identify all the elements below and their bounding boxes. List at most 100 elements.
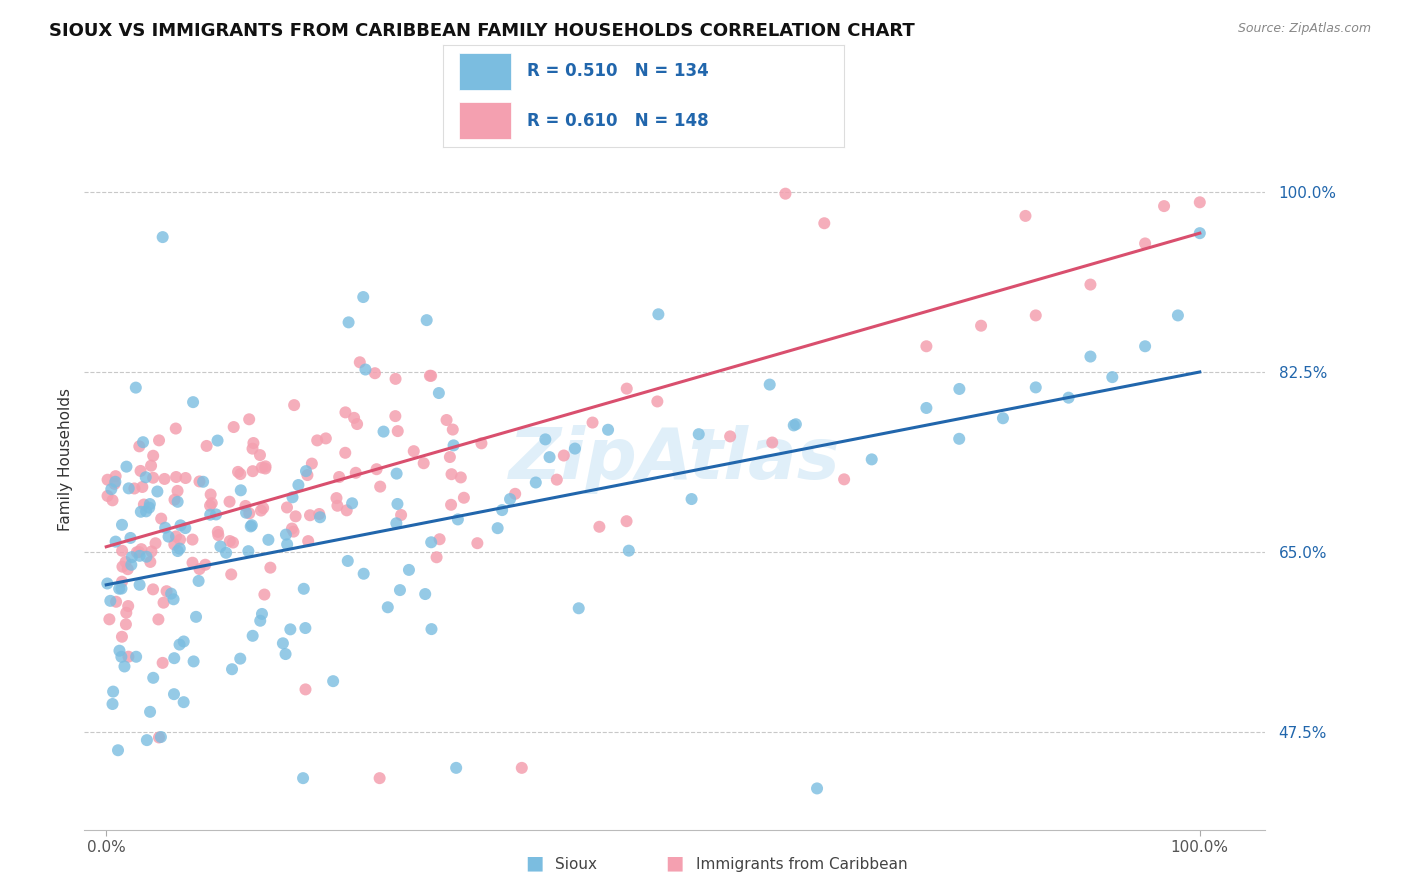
Point <box>284 509 307 524</box>
Point <box>150 511 173 525</box>
Point <box>250 607 273 621</box>
Point <box>274 527 297 541</box>
Point <box>1014 209 1036 223</box>
Point <box>647 394 669 409</box>
Point <box>775 186 797 201</box>
Point <box>169 638 191 652</box>
Point <box>1167 309 1189 323</box>
Point <box>131 480 153 494</box>
Point <box>281 522 304 536</box>
Point <box>173 695 195 709</box>
Point <box>322 674 344 689</box>
Point <box>783 418 806 433</box>
Point <box>148 434 170 448</box>
Point <box>373 425 395 439</box>
Point <box>153 521 176 535</box>
Point <box>470 436 492 450</box>
Point <box>813 216 835 230</box>
Point <box>152 656 174 670</box>
Point <box>183 655 205 669</box>
Point <box>101 493 124 508</box>
Point <box>364 366 387 380</box>
Point <box>218 494 240 508</box>
Point <box>389 508 412 522</box>
Point <box>124 482 146 496</box>
Point <box>491 503 513 517</box>
Point <box>218 534 240 549</box>
Point <box>336 554 359 568</box>
Point <box>353 566 375 581</box>
Point <box>387 424 409 438</box>
Point <box>298 508 321 523</box>
Point <box>616 382 638 396</box>
Point <box>155 584 177 599</box>
Point <box>229 467 252 481</box>
Point <box>546 473 568 487</box>
Point <box>181 556 204 570</box>
Point <box>142 582 165 597</box>
Point <box>1057 391 1080 405</box>
Point <box>915 339 938 353</box>
Point <box>785 417 807 432</box>
Point <box>581 416 603 430</box>
Point <box>166 483 188 498</box>
Point <box>426 550 449 565</box>
Point <box>287 478 309 492</box>
Point <box>226 465 249 479</box>
Point <box>229 651 252 665</box>
Bar <box>458 53 510 90</box>
Point <box>101 697 124 711</box>
Point <box>132 498 155 512</box>
Point <box>439 450 461 464</box>
Point <box>145 536 167 550</box>
Point <box>250 460 273 475</box>
Point <box>486 521 509 535</box>
Point <box>111 559 134 574</box>
Point <box>1133 339 1156 353</box>
Point <box>254 461 277 475</box>
Point <box>142 671 165 685</box>
Point <box>125 545 148 559</box>
Point <box>447 512 470 526</box>
Point <box>280 623 302 637</box>
Point <box>388 583 411 598</box>
Point <box>205 508 228 522</box>
Y-axis label: Family Households: Family Households <box>58 388 73 531</box>
Point <box>105 595 128 609</box>
Point <box>915 401 938 415</box>
Point <box>377 600 399 615</box>
Point <box>616 514 638 528</box>
Point <box>100 482 122 496</box>
Point <box>195 439 218 453</box>
Point <box>806 781 828 796</box>
Point <box>387 497 409 511</box>
Point <box>139 497 162 511</box>
Point <box>117 649 139 664</box>
Text: R = 0.610   N = 148: R = 0.610 N = 148 <box>527 112 709 129</box>
Point <box>467 536 489 550</box>
Point <box>346 417 368 431</box>
Point <box>1133 236 1156 251</box>
Point <box>125 649 148 664</box>
Point <box>138 500 160 515</box>
Point <box>142 471 165 485</box>
Point <box>534 433 557 447</box>
Point <box>450 470 472 484</box>
Point <box>420 535 443 549</box>
Point <box>188 562 211 576</box>
Point <box>292 771 315 785</box>
Point <box>294 621 316 635</box>
Point <box>108 643 131 657</box>
Point <box>444 761 467 775</box>
Point <box>222 535 245 549</box>
Point <box>129 505 152 519</box>
Point <box>617 543 640 558</box>
Point <box>1188 226 1211 240</box>
Text: Immigrants from Caribbean: Immigrants from Caribbean <box>696 857 908 872</box>
Point <box>201 496 224 510</box>
Point <box>198 499 221 513</box>
Point <box>120 558 142 572</box>
Point <box>174 471 197 485</box>
Point <box>163 492 186 507</box>
Point <box>420 368 443 383</box>
